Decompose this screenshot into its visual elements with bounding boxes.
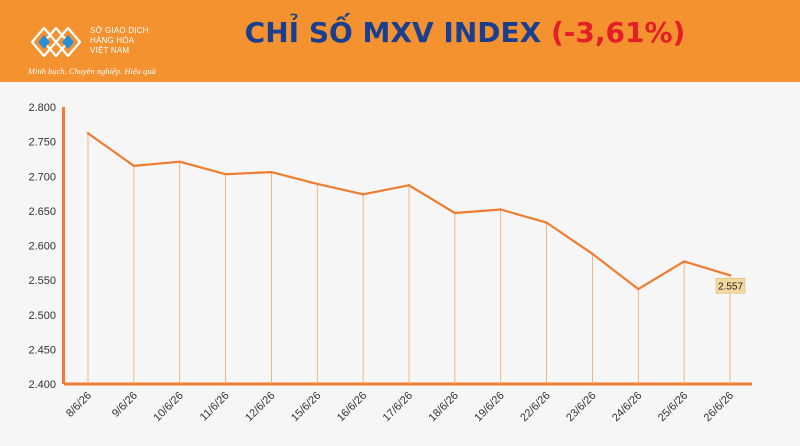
index-title: CHỈ SỐ MXV INDEX: [244, 16, 542, 49]
x-tick-label: 8/6/26: [64, 390, 94, 420]
logo-line: VIỆT NAM: [90, 46, 130, 55]
data-point: [682, 260, 686, 263]
tick-labels: 2.400 2.450 2.500 2.550 2.600 2.650 2.700 2.750…: [28, 102, 736, 424]
x-tick-label: 22/6/26: [518, 390, 552, 424]
x-tick-label: 18/6/26: [427, 390, 461, 424]
x-tick-label: 25/6/26: [656, 390, 690, 424]
x-tick-label: 19/6/26: [472, 390, 506, 424]
y-axis-line: [62, 107, 65, 384]
data-point: [591, 252, 594, 256]
y-tick-label: 2.800: [28, 102, 56, 114]
mxv-logo: SỞ GIAO DỊCH HÀNG HÓA VIỆT NAM Minh bạch…: [28, 16, 178, 76]
page-title: CHỈ SỐ MXV INDEX (-3,61%): [200, 16, 730, 49]
data-point: [499, 208, 502, 211]
series-layer: [86, 132, 732, 291]
x-tick-label: 12/6/26: [243, 390, 277, 424]
data-point: [545, 221, 548, 224]
axis-layer: [62, 107, 752, 386]
logo-line: HÀNG HÓA: [90, 36, 135, 45]
data-point: [728, 274, 732, 277]
data-point: [361, 193, 365, 196]
data-point: [637, 287, 640, 291]
y-tick-label: 2.650: [28, 206, 56, 218]
y-tick-label: 2.400: [28, 379, 56, 391]
x-tick-label: 16/6/26: [335, 390, 369, 424]
index-change: (-3,61%): [550, 16, 686, 49]
data-point: [86, 132, 90, 135]
y-tick-label: 2.550: [28, 275, 56, 287]
data-point: [132, 164, 136, 168]
x-tick-label: 26/6/26: [702, 390, 736, 424]
x-tick-label: 17/6/26: [381, 390, 415, 424]
header-banner: SỞ GIAO DỊCH HÀNG HÓA VIỆT NAM Minh bạch…: [0, 0, 800, 82]
x-tick-label: 23/6/26: [564, 390, 598, 424]
y-tick-label: 2.450: [28, 344, 56, 356]
line-chart: 2.400 2.450 2.500 2.550 2.600 2.650 2.700 2.750…: [28, 102, 752, 424]
x-tick-label: 15/6/26: [289, 390, 323, 424]
data-point: [224, 172, 227, 176]
data-point: [453, 211, 457, 215]
x-tick-label: 24/6/26: [610, 390, 644, 424]
y-tick-label: 2.750: [28, 137, 56, 149]
data-point: [178, 160, 181, 163]
data-point: [316, 182, 319, 186]
data-point: [407, 184, 411, 187]
logo-tagline: Minh bạch. Chuyên nghiệp. Hiệu quả: [28, 66, 156, 76]
y-tick-label: 2.700: [28, 171, 56, 183]
y-tick-label: 2.500: [28, 310, 56, 322]
last-value-label-box: [715, 277, 746, 294]
logo-mark-icon: [30, 26, 82, 58]
x-tick-label: 11/6/26: [198, 390, 232, 424]
drop-lines: [87, 133, 731, 384]
x-tick-label: 10/6/26: [151, 390, 185, 424]
last-value-label: 2.557: [718, 281, 743, 292]
logo-org-name: SỞ GIAO DỊCH HÀNG HÓA VIỆT NAM: [90, 26, 149, 56]
logo-line: SỞ GIAO DỊCH: [90, 26, 149, 35]
data-point: [270, 170, 273, 174]
y-tick-label: 2.600: [28, 241, 56, 253]
x-tick-label: 9/6/26: [110, 390, 140, 420]
data-labels: 2.557: [715, 277, 746, 294]
